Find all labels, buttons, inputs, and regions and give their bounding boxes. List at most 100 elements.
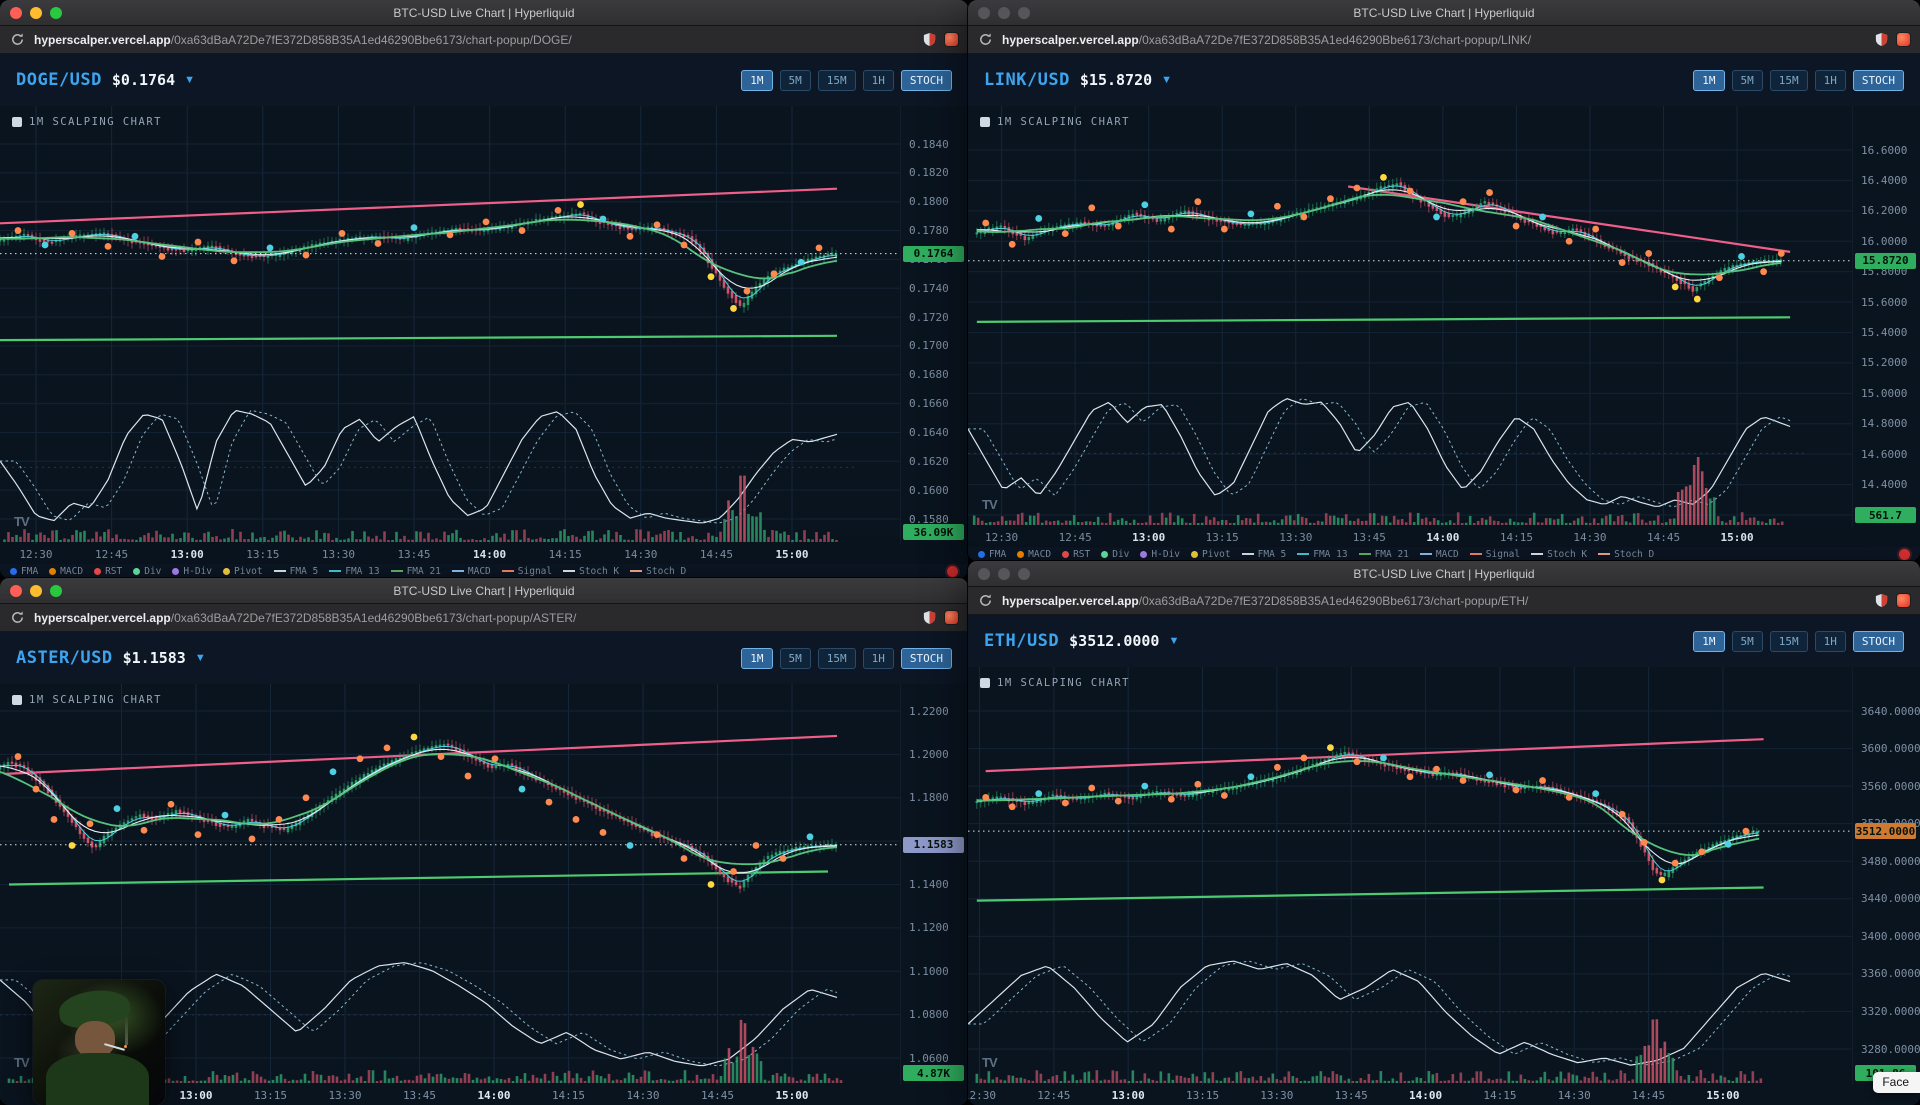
- minimize-window-button[interactable]: [30, 585, 42, 597]
- extension-alert-icon[interactable]: [945, 611, 958, 624]
- minimize-window-button[interactable]: [998, 568, 1010, 580]
- legend-item-h-div[interactable]: H-Div: [1140, 549, 1180, 560]
- window-titlebar[interactable]: BTC-USD Live Chart | Hyperliquid: [0, 0, 968, 26]
- zoom-window-button[interactable]: [1018, 568, 1030, 580]
- timeframe-button-1m[interactable]: 1M: [1693, 69, 1725, 91]
- pair-dropdown-caret[interactable]: ▼: [1161, 74, 1173, 86]
- minimize-window-button[interactable]: [30, 7, 42, 19]
- facetime-overlay-label[interactable]: Face: [1873, 1072, 1920, 1093]
- legend-item-macd[interactable]: MACD: [1419, 549, 1459, 560]
- shield-icon[interactable]: [1874, 593, 1889, 608]
- timeframe-button-1h[interactable]: 1H: [862, 69, 894, 91]
- window-titlebar[interactable]: BTC-USD Live Chart | Hyperliquid: [968, 0, 1920, 26]
- timeframe-button-1h[interactable]: 1H: [862, 647, 894, 669]
- zoom-window-button[interactable]: [50, 7, 62, 19]
- legend-item-fma-5[interactable]: FMA 5: [1241, 549, 1286, 560]
- pair-dropdown-caret[interactable]: ▼: [184, 74, 195, 86]
- legend-alert-icon[interactable]: [1899, 548, 1910, 560]
- url-text[interactable]: hyperscalper.vercel.app/0xa63dBaA72De7fE…: [34, 611, 913, 625]
- legend-item-macd[interactable]: MACD: [49, 566, 83, 577]
- tradingview-logo[interactable]: TV: [14, 514, 30, 529]
- legend-item-pivot[interactable]: Pivot: [1191, 549, 1231, 560]
- price-chart-canvas[interactable]: [968, 667, 1852, 1085]
- close-window-button[interactable]: [10, 7, 22, 19]
- timeframe-button-1m[interactable]: 1M: [741, 69, 773, 91]
- reload-icon[interactable]: [10, 32, 25, 47]
- legend-item-macd[interactable]: MACD: [451, 566, 491, 577]
- zoom-window-button[interactable]: [1018, 7, 1030, 19]
- extension-alert-icon[interactable]: [1897, 33, 1910, 46]
- reload-icon[interactable]: [978, 32, 993, 47]
- timeframe-button-stoch[interactable]: STOCH: [900, 647, 952, 669]
- timeframe-button-5m[interactable]: 5M: [1731, 69, 1763, 91]
- extension-alert-icon[interactable]: [1897, 594, 1910, 607]
- price-axis[interactable]: 0.18400.18200.18000.17800.17600.17400.17…: [900, 106, 968, 544]
- legend-item-fma[interactable]: FMA: [10, 566, 38, 577]
- price-chart-canvas[interactable]: [968, 106, 1852, 527]
- pair-dropdown-caret[interactable]: ▼: [1168, 635, 1180, 647]
- legend-item-stoch-k[interactable]: Stoch K: [1531, 549, 1587, 560]
- minimize-window-button[interactable]: [998, 7, 1010, 19]
- legend-item-fma[interactable]: FMA: [978, 549, 1006, 560]
- timeframe-button-15m[interactable]: 15M: [1769, 630, 1808, 652]
- legend-item-stoch-k[interactable]: Stoch K: [563, 566, 619, 577]
- legend-item-stoch-d[interactable]: Stoch D: [630, 566, 686, 577]
- timeframe-button-stoch[interactable]: STOCH: [900, 69, 952, 91]
- shield-icon[interactable]: [922, 32, 937, 47]
- timeframe-button-15m[interactable]: 15M: [1769, 69, 1808, 91]
- price-axis[interactable]: 3640.00003600.00003560.00003520.00003480…: [1852, 667, 1920, 1085]
- legend-item-fma-21[interactable]: FMA 21: [390, 566, 441, 577]
- timeframe-button-1m[interactable]: 1M: [1693, 630, 1725, 652]
- timeframe-button-15m[interactable]: 15M: [817, 69, 856, 91]
- url-text[interactable]: hyperscalper.vercel.app/0xa63dBaA72De7fE…: [34, 33, 913, 47]
- legend-item-stoch-d[interactable]: Stoch D: [1598, 549, 1654, 560]
- price-axis[interactable]: 1.22001.20001.18001.16001.14001.12001.10…: [900, 684, 968, 1085]
- timeframe-button-5m[interactable]: 5M: [779, 647, 811, 669]
- tradingview-logo[interactable]: TV: [14, 1055, 30, 1070]
- timeframe-button-5m[interactable]: 5M: [779, 69, 811, 91]
- timeframe-button-5m[interactable]: 5M: [1731, 630, 1763, 652]
- time-axis[interactable]: 12:30 12:45 13:00 13:15 13:30 13:45 14:00 14:15…: [968, 1085, 1852, 1105]
- legend-item-fma-13[interactable]: FMA 13: [1297, 549, 1348, 560]
- window-titlebar[interactable]: BTC-USD Live Chart | Hyperliquid: [0, 578, 968, 604]
- legend-item-fma-13[interactable]: FMA 13: [329, 566, 380, 577]
- shield-icon[interactable]: [1874, 32, 1889, 47]
- pip-video-overlay[interactable]: [33, 980, 165, 1105]
- zoom-window-button[interactable]: [50, 585, 62, 597]
- timeframe-button-1h[interactable]: 1H: [1814, 69, 1846, 91]
- legend-item-div[interactable]: Div: [1101, 549, 1129, 560]
- reload-icon[interactable]: [10, 610, 25, 625]
- close-window-button[interactable]: [978, 568, 990, 580]
- legend-item-signal[interactable]: Signal: [1469, 549, 1520, 560]
- legend-alert-icon[interactable]: [947, 565, 958, 577]
- pair-dropdown-caret[interactable]: ▼: [194, 652, 206, 664]
- close-window-button[interactable]: [978, 7, 990, 19]
- timeframe-button-15m[interactable]: 15M: [817, 647, 856, 669]
- extension-alert-icon[interactable]: [945, 33, 958, 46]
- price-chart-canvas[interactable]: [0, 106, 900, 544]
- time-axis[interactable]: 12:30 12:45 13:00 13:15 13:30 13:45 14:00 14:15…: [968, 527, 1852, 547]
- timeframe-button-stoch[interactable]: STOCH: [1852, 69, 1904, 91]
- legend-item-fma-21[interactable]: FMA 21: [1358, 549, 1409, 560]
- timeframe-button-stoch[interactable]: STOCH: [1852, 630, 1904, 652]
- reload-icon[interactable]: [978, 593, 993, 608]
- legend-item-pivot[interactable]: Pivot: [223, 566, 263, 577]
- tradingview-logo[interactable]: TV: [982, 1055, 998, 1070]
- price-axis[interactable]: 16.6000 16.4000 16.2000 16.0000 15.8000 15.60…: [1852, 106, 1920, 527]
- close-window-button[interactable]: [10, 585, 22, 597]
- legend-item-h-div[interactable]: H-Div: [172, 566, 212, 577]
- legend-item-rst[interactable]: RST: [1062, 549, 1090, 560]
- legend-item-fma-5[interactable]: FMA 5: [273, 566, 318, 577]
- time-axis[interactable]: 12:30 12:45 13:00 13:15 13:30 13:45 14:00 14:15…: [0, 544, 900, 564]
- tradingview-logo[interactable]: TV: [982, 497, 998, 512]
- timeframe-button-1m[interactable]: 1M: [741, 647, 773, 669]
- legend-item-macd[interactable]: MACD: [1017, 549, 1051, 560]
- window-titlebar[interactable]: BTC-USD Live Chart | Hyperliquid: [968, 561, 1920, 587]
- legend-item-div[interactable]: Div: [133, 566, 161, 577]
- shield-icon[interactable]: [922, 610, 937, 625]
- legend-item-rst[interactable]: RST: [94, 566, 122, 577]
- legend-item-signal[interactable]: Signal: [501, 566, 552, 577]
- url-text[interactable]: hyperscalper.vercel.app/0xa63dBaA72De7fE…: [1002, 33, 1865, 47]
- url-text[interactable]: hyperscalper.vercel.app/0xa63dBaA72De7fE…: [1002, 594, 1865, 608]
- timeframe-button-1h[interactable]: 1H: [1814, 630, 1846, 652]
